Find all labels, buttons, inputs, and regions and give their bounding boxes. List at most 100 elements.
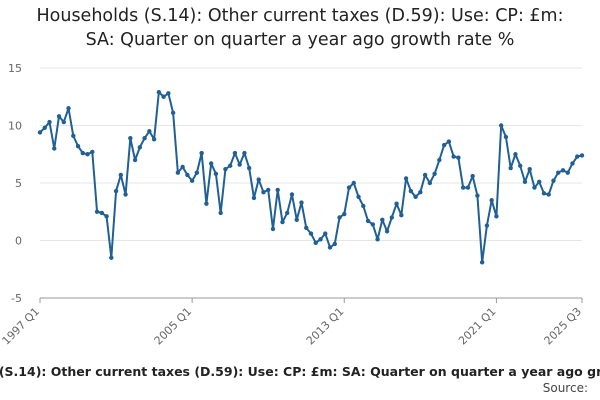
data-point bbox=[208, 161, 214, 166]
data-point bbox=[460, 185, 466, 190]
data-point bbox=[199, 150, 204, 156]
data-point bbox=[418, 190, 423, 195]
data-point bbox=[361, 203, 366, 209]
data-point bbox=[280, 219, 285, 225]
data-point bbox=[479, 260, 485, 265]
data-point bbox=[470, 173, 475, 179]
data-point bbox=[218, 210, 223, 216]
chart-caption: Households (S.14): Other current taxes (… bbox=[0, 364, 600, 379]
data-point bbox=[389, 215, 395, 220]
data-point bbox=[380, 217, 385, 222]
data-point bbox=[503, 134, 509, 140]
data-point bbox=[356, 194, 361, 199]
data-point bbox=[408, 188, 414, 194]
data-point bbox=[498, 123, 504, 128]
x-tick-label: 2013 Q1 bbox=[304, 305, 347, 348]
data-point bbox=[123, 192, 128, 197]
data-point bbox=[532, 185, 537, 190]
data-point bbox=[161, 94, 166, 99]
data-point bbox=[323, 231, 328, 236]
data-point bbox=[99, 210, 105, 216]
data-point bbox=[147, 129, 152, 134]
data-point bbox=[337, 215, 342, 220]
data-point bbox=[522, 179, 528, 185]
data-point bbox=[432, 171, 437, 176]
data-point bbox=[142, 135, 147, 141]
data-point bbox=[446, 139, 452, 144]
data-point bbox=[579, 153, 585, 158]
data-point bbox=[427, 180, 433, 186]
chart-source: Source: bbox=[542, 381, 588, 395]
data-point bbox=[422, 172, 428, 178]
data-point bbox=[42, 125, 47, 130]
data-point bbox=[75, 144, 81, 149]
data-point bbox=[118, 172, 124, 178]
data-point bbox=[213, 171, 219, 176]
data-point bbox=[275, 187, 280, 193]
data-point bbox=[560, 168, 566, 173]
data-point bbox=[527, 167, 532, 172]
data-point bbox=[232, 150, 238, 156]
data-point bbox=[285, 210, 290, 216]
data-point bbox=[61, 119, 66, 125]
data-point bbox=[47, 119, 52, 125]
data-point bbox=[56, 114, 62, 119]
data-point bbox=[128, 135, 133, 141]
data-point bbox=[71, 133, 76, 139]
data-point bbox=[318, 237, 323, 242]
data-point bbox=[413, 194, 418, 199]
chart-title-line-2: SA: Quarter on quarter a year ago growth… bbox=[85, 30, 515, 50]
data-point bbox=[441, 142, 447, 148]
data-point bbox=[137, 145, 143, 150]
data-point bbox=[294, 217, 299, 222]
data-point bbox=[166, 91, 171, 96]
data-point bbox=[52, 146, 57, 151]
data-point bbox=[546, 192, 551, 197]
data-point bbox=[261, 190, 266, 195]
data-point bbox=[80, 150, 85, 156]
data-point bbox=[370, 222, 376, 227]
data-point bbox=[94, 209, 100, 214]
data-point bbox=[170, 110, 176, 116]
data-point bbox=[308, 231, 314, 236]
data-point bbox=[37, 130, 43, 135]
y-tick-label: 0 bbox=[15, 235, 22, 248]
data-point bbox=[237, 162, 242, 167]
data-point bbox=[304, 225, 309, 231]
y-tick-label: 15 bbox=[8, 62, 22, 75]
data-point bbox=[151, 137, 157, 142]
data-point bbox=[256, 177, 261, 182]
data-point bbox=[242, 150, 247, 156]
data-point bbox=[90, 149, 95, 155]
data-point bbox=[451, 154, 456, 159]
x-tick-label: 1997 Q1 bbox=[0, 305, 42, 348]
data-point bbox=[270, 226, 276, 232]
data-point bbox=[342, 211, 347, 217]
data-point bbox=[113, 188, 119, 194]
data-point bbox=[375, 237, 380, 242]
data-point bbox=[223, 167, 228, 172]
data-point bbox=[475, 193, 480, 198]
data-point bbox=[251, 195, 257, 201]
data-point bbox=[289, 192, 295, 197]
data-point bbox=[399, 213, 404, 218]
data-point bbox=[556, 170, 561, 175]
data-point bbox=[384, 229, 390, 234]
data-point bbox=[541, 191, 547, 196]
data-point bbox=[156, 89, 162, 95]
data-point bbox=[104, 214, 109, 219]
data-point bbox=[517, 163, 523, 168]
data-point bbox=[365, 218, 371, 224]
data-point bbox=[551, 178, 556, 183]
data-point bbox=[180, 164, 185, 170]
y-tick-label: -5 bbox=[11, 292, 22, 305]
data-point bbox=[565, 170, 570, 175]
data-point bbox=[227, 163, 233, 168]
data-point bbox=[332, 241, 337, 247]
y-tick-label: 5 bbox=[15, 177, 22, 190]
data-point bbox=[85, 152, 90, 157]
chart-caption-text: Households (S.14): Other current taxes (… bbox=[0, 364, 600, 379]
data-point bbox=[351, 180, 356, 186]
data-point bbox=[346, 185, 352, 190]
